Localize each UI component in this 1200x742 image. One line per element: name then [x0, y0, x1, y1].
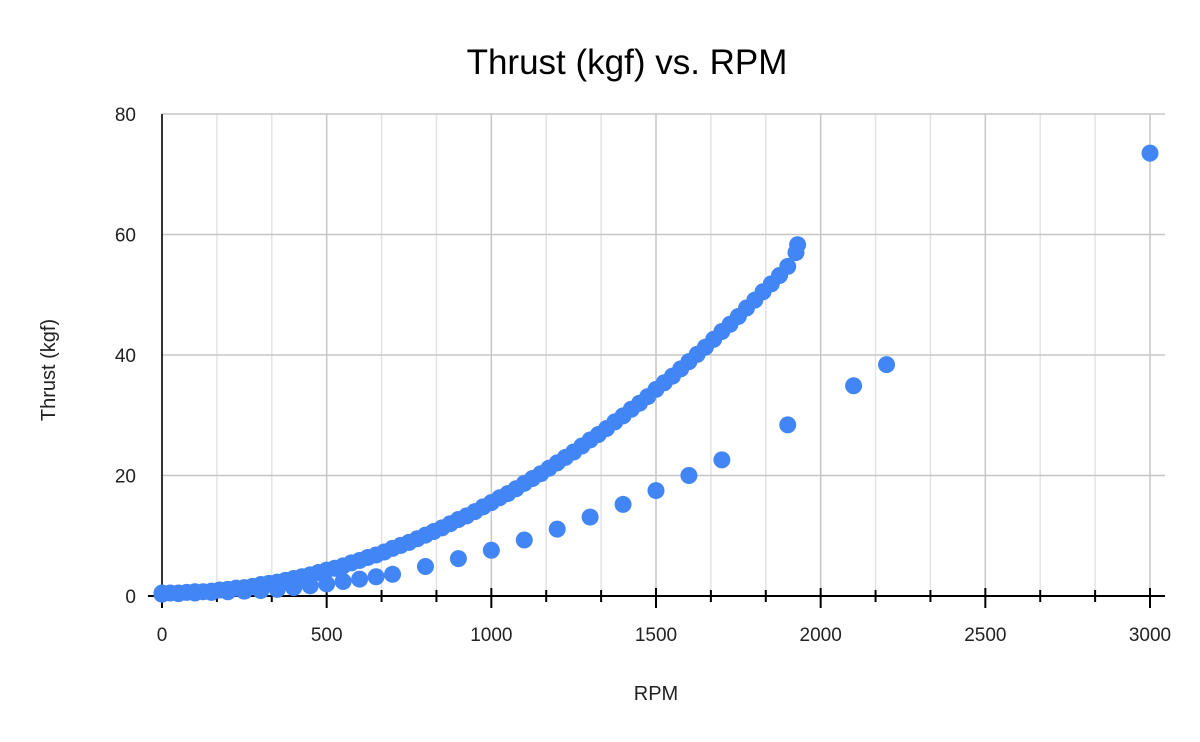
data-point: [252, 582, 270, 600]
data-point: [268, 580, 286, 598]
data-point: [779, 416, 797, 434]
data-point: [367, 568, 385, 586]
data-point: [219, 583, 237, 601]
data-point: [351, 570, 369, 588]
data-point: [384, 565, 402, 583]
data-point: [845, 377, 863, 395]
data-point: [515, 531, 533, 549]
data-point: [285, 579, 303, 597]
y-tick-label: 40: [115, 346, 136, 367]
data-point: [1141, 144, 1159, 162]
chart-title: Thrust (kgf) vs. RPM: [467, 43, 788, 82]
data-point: [186, 584, 204, 602]
x-tick-labels: 0 500 1000 1500 2000 2500 3000: [157, 625, 1171, 646]
data-point: [680, 467, 698, 484]
gridlines: [162, 113, 1165, 596]
x-tick-label: 1000: [470, 625, 512, 646]
data-point: [647, 482, 665, 500]
data-point: [779, 257, 797, 275]
data-point: [581, 508, 599, 526]
data-point: [449, 550, 467, 568]
x-axis-label: RPM: [634, 683, 678, 705]
x-tick-label: 2500: [964, 625, 1006, 646]
data-point: [416, 557, 434, 575]
data-point: [878, 356, 896, 374]
y-tick-label: 0: [125, 587, 136, 608]
y-tick-label: 20: [115, 467, 136, 488]
data-point: [713, 451, 731, 469]
data-point: [334, 573, 352, 591]
x-tick-label: 1500: [635, 625, 677, 646]
x-tick-label: 3000: [1129, 625, 1171, 646]
y-tick-labels: 0 20 40 60 80: [115, 105, 136, 608]
y-tick-label: 60: [115, 226, 136, 247]
data-point: [235, 582, 253, 600]
data-point: [202, 583, 220, 601]
data-point: [169, 585, 187, 603]
y-tick-label: 80: [115, 105, 136, 126]
x-tick-label: 2000: [800, 625, 842, 646]
x-tick-label: 0: [157, 625, 168, 646]
x-tick-label: 500: [311, 625, 343, 646]
data-point: [301, 577, 319, 595]
data-point: [789, 236, 807, 254]
data-point: [153, 585, 171, 603]
data-point: [614, 495, 632, 513]
data-point: [318, 575, 336, 593]
data-point: [548, 520, 566, 538]
data-point: [482, 541, 500, 559]
data-points: [153, 144, 1159, 603]
y-axis-label: Thrust (kgf): [38, 319, 60, 421]
